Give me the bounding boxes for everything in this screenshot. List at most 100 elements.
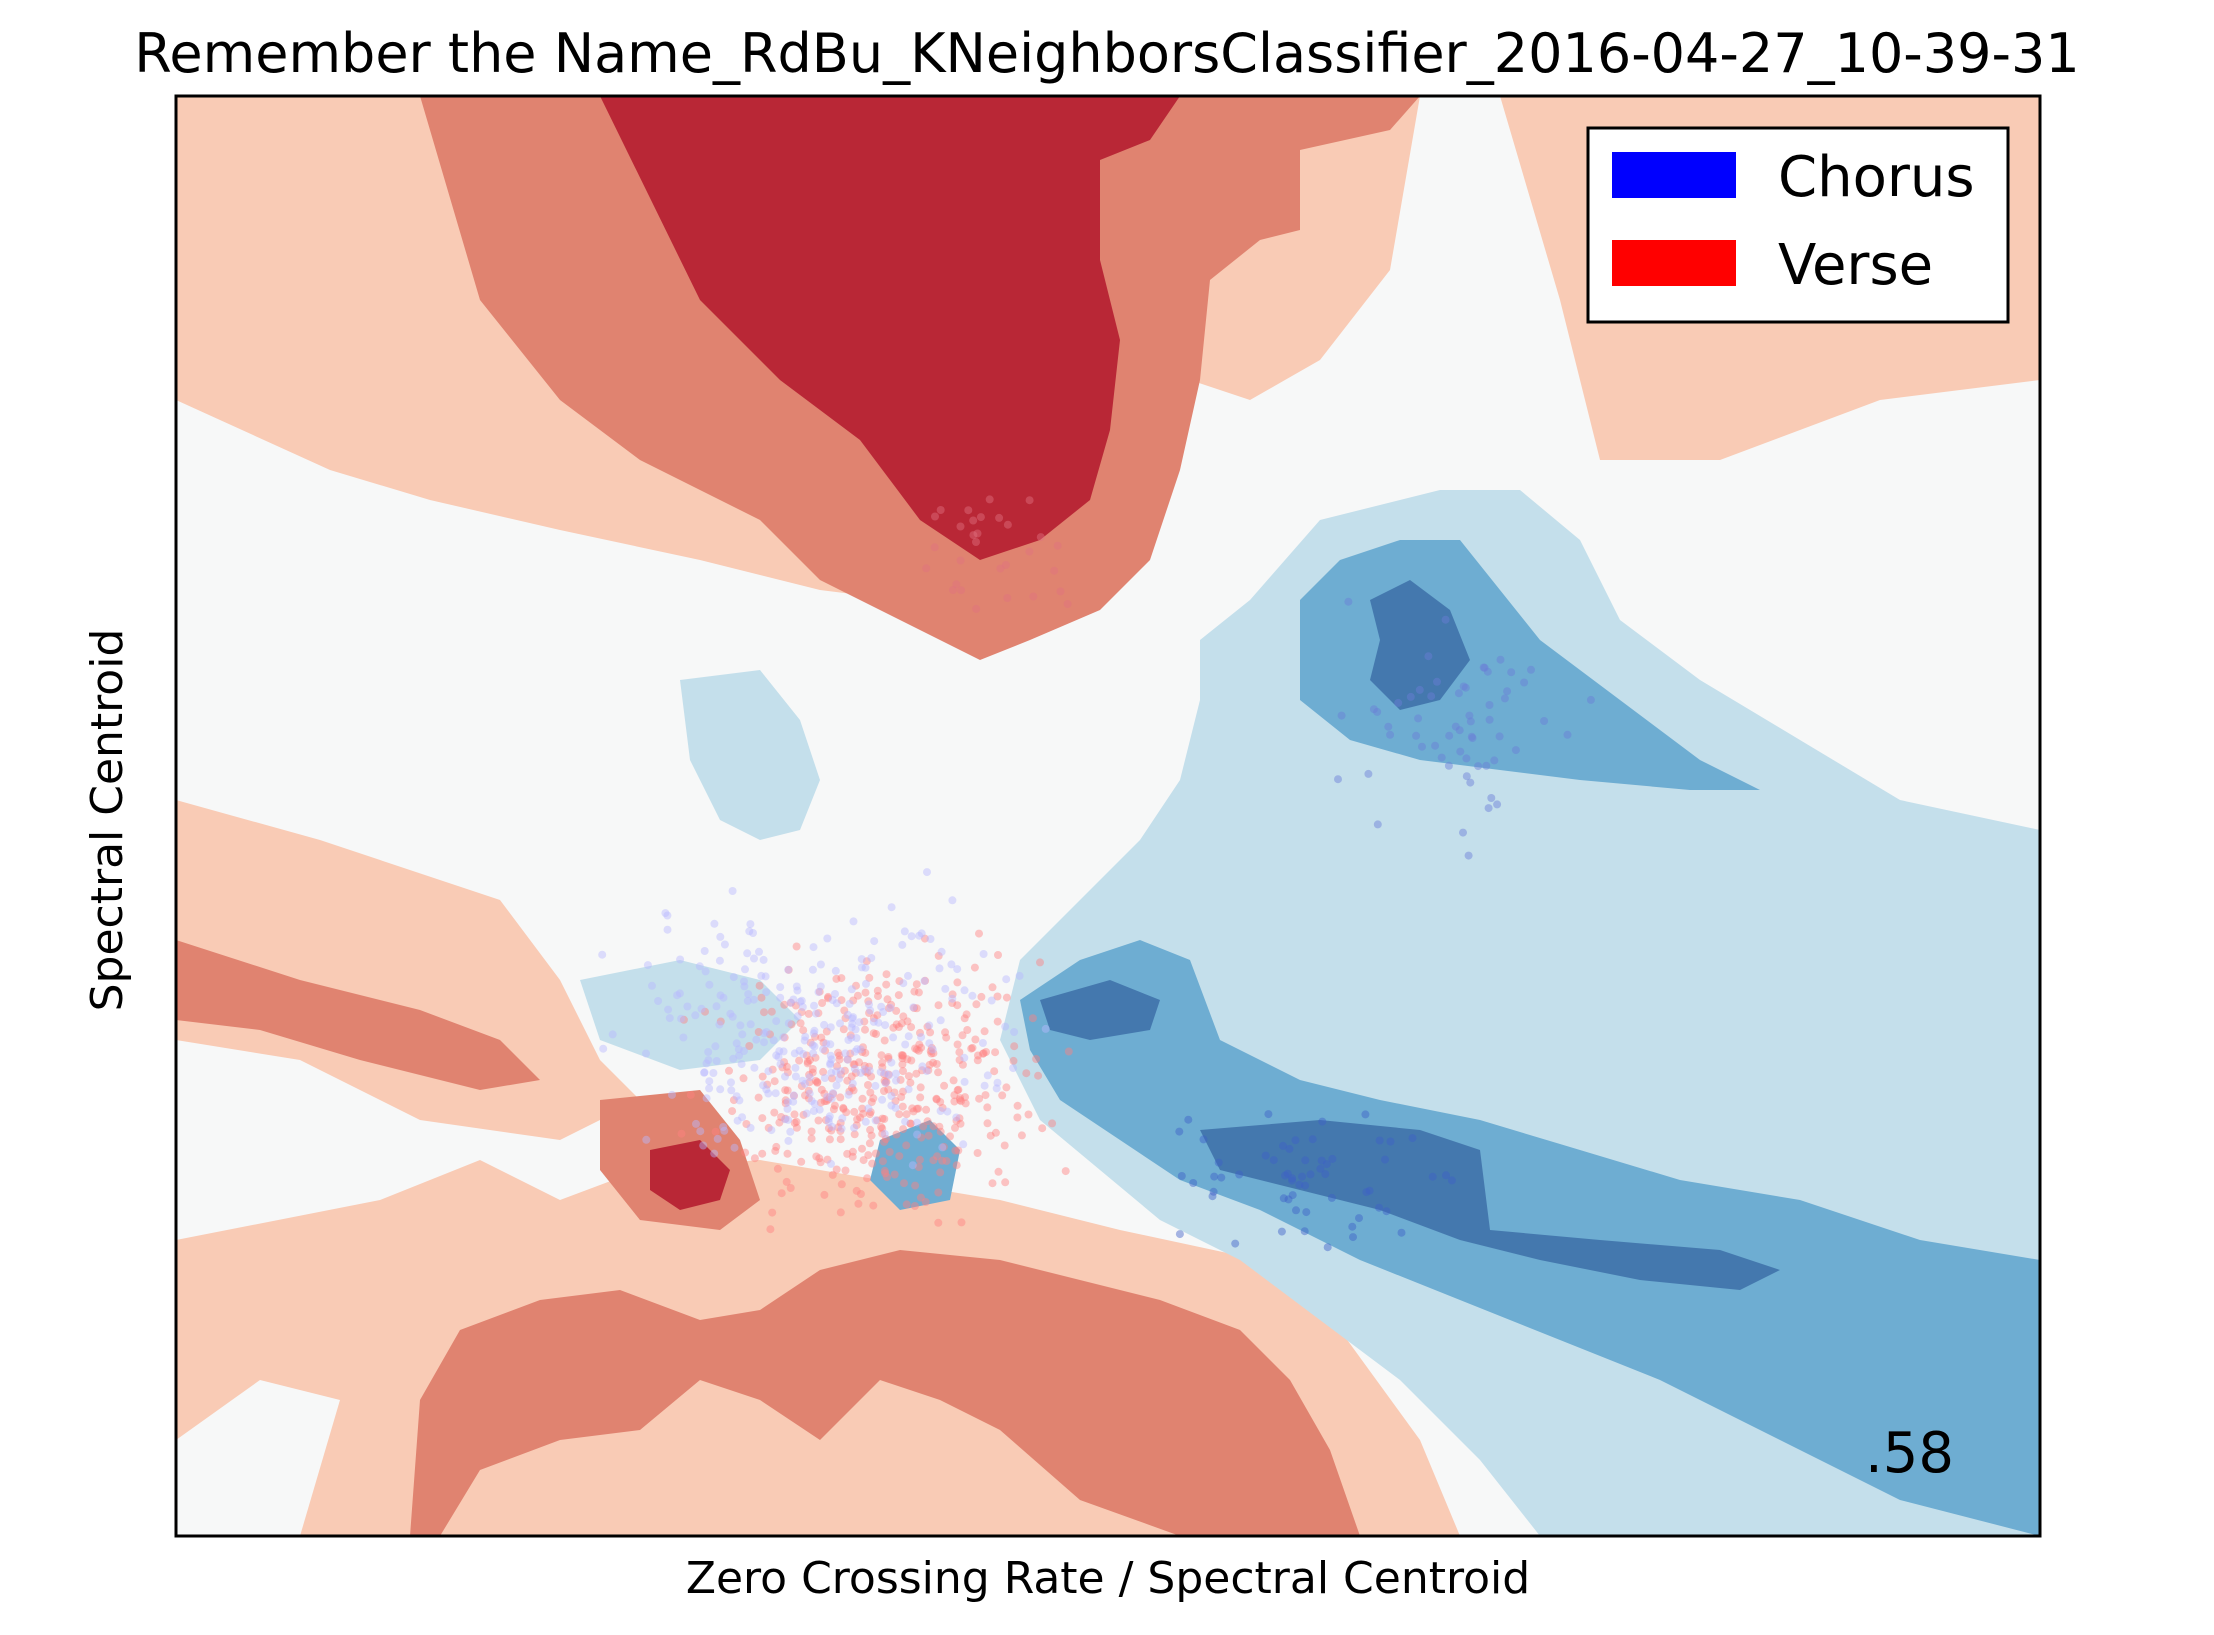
scatter-point: [864, 1104, 873, 1113]
scatter-point: [824, 1118, 833, 1127]
scatter-point: [839, 1025, 848, 1034]
scatter-point: [859, 1156, 868, 1165]
scatter-point: [891, 1097, 900, 1105]
scatter-point: [826, 1023, 835, 1032]
scatter-point: [846, 1031, 855, 1040]
scatter-point: [1563, 730, 1572, 739]
scatter-point: [1461, 683, 1470, 692]
scatter-point: [790, 1110, 799, 1119]
scatter-point: [836, 1118, 845, 1127]
scatter-point: [865, 973, 874, 982]
scatter-point: [824, 992, 833, 1001]
scatter-point: [767, 1126, 776, 1135]
scatter-point: [979, 1049, 988, 1058]
scatter-point: [1355, 1214, 1363, 1223]
scatter-point: [758, 1114, 767, 1123]
scatter-point: [752, 1035, 761, 1044]
y-axis-label: Spectral Centroid: [82, 628, 133, 1012]
scatter-point: [1495, 732, 1504, 741]
scatter-point: [1024, 1110, 1033, 1119]
scatter-point: [867, 1131, 876, 1140]
scatter-point: [927, 1043, 936, 1052]
scatter-point: [1025, 547, 1034, 556]
scatter-point: [836, 1135, 845, 1144]
scatter-point: [768, 1065, 777, 1074]
scatter-point: [729, 1054, 738, 1063]
scatter-point: [986, 1131, 995, 1140]
scatter-point: [737, 1060, 746, 1069]
scatter-point: [749, 995, 758, 1004]
scatter-point: [856, 1190, 865, 1198]
scatter-point: [1056, 587, 1065, 596]
scatter-point: [906, 1078, 915, 1087]
scatter-point: [870, 937, 879, 946]
contour-dark-blue-lower: [1200, 1120, 1780, 1290]
scatter-point: [889, 1023, 898, 1032]
scatter-point: [743, 996, 752, 1005]
scatter-point: [700, 947, 709, 955]
scatter-point: [878, 1157, 887, 1166]
scatter-point: [1444, 761, 1453, 770]
scatter-point: [715, 1020, 724, 1029]
scatter-point: [850, 1107, 859, 1116]
scatter-point: [1511, 746, 1520, 755]
scatter-point: [727, 1078, 735, 1087]
scatter-point: [843, 1010, 852, 1019]
scatter-point: [947, 960, 956, 969]
scatter-point: [923, 1117, 932, 1126]
scatter-point: [704, 1048, 713, 1056]
scatter-point: [841, 1049, 850, 1058]
scatter-point: [727, 1086, 736, 1095]
scatter-point: [831, 966, 840, 975]
scatter-point: [887, 1000, 896, 1009]
scatter-point: [663, 925, 672, 934]
scatter-point: [914, 1104, 923, 1113]
scatter-point: [1288, 1191, 1297, 1200]
contour-dark-blue-upper: [1370, 580, 1470, 710]
scatter-point: [942, 1033, 951, 1042]
scatter-point: [736, 1021, 745, 1030]
scatter-point: [1175, 1230, 1184, 1239]
scatter-point: [764, 1123, 773, 1132]
scatter-point: [934, 1068, 943, 1077]
scatter-point: [936, 1016, 945, 1025]
scatter-point: [1041, 1024, 1050, 1033]
scatter-point: [820, 1190, 829, 1199]
scatter-point: [805, 1070, 814, 1079]
scatter-point: [856, 1045, 865, 1054]
scatter-point: [798, 1002, 807, 1011]
scatter-point: [1288, 1176, 1297, 1185]
scatter-point: [746, 1020, 755, 1029]
scatter-point: [896, 1075, 905, 1084]
scatter-point: [922, 564, 931, 573]
scatter-point: [934, 1188, 943, 1197]
scatter-point: [878, 1063, 887, 1072]
scatter-point: [1306, 1170, 1315, 1179]
scatter-point: [784, 1136, 793, 1145]
scatter-point: [1507, 668, 1516, 677]
scatter-point: [1053, 541, 1062, 550]
scatter-point: [598, 950, 607, 959]
scatter-point: [711, 1042, 720, 1051]
scatter-point: [958, 1031, 967, 1040]
scatter-point: [899, 1125, 908, 1134]
scatter-point: [996, 564, 1005, 573]
scatter-point: [750, 954, 758, 963]
scatter-point: [840, 1006, 849, 1015]
scatter-point: [1061, 1167, 1070, 1176]
scatter-point: [877, 1002, 886, 1011]
scatter-point: [740, 982, 749, 991]
scatter-point: [784, 965, 793, 974]
scatter-point: [878, 1058, 887, 1067]
scatter-point: [712, 1057, 721, 1065]
scatter-point: [1451, 722, 1460, 731]
scatter-point: [776, 1060, 785, 1069]
scatter-point: [810, 1001, 818, 1010]
scatter-point: [871, 1149, 880, 1158]
scatter-point: [716, 991, 725, 1000]
scatter-point: [759, 1081, 768, 1090]
scatter-point: [897, 1051, 906, 1060]
scatter-point: [1474, 762, 1483, 771]
scatter-point: [664, 1005, 673, 1014]
scatter-point: [882, 980, 891, 989]
